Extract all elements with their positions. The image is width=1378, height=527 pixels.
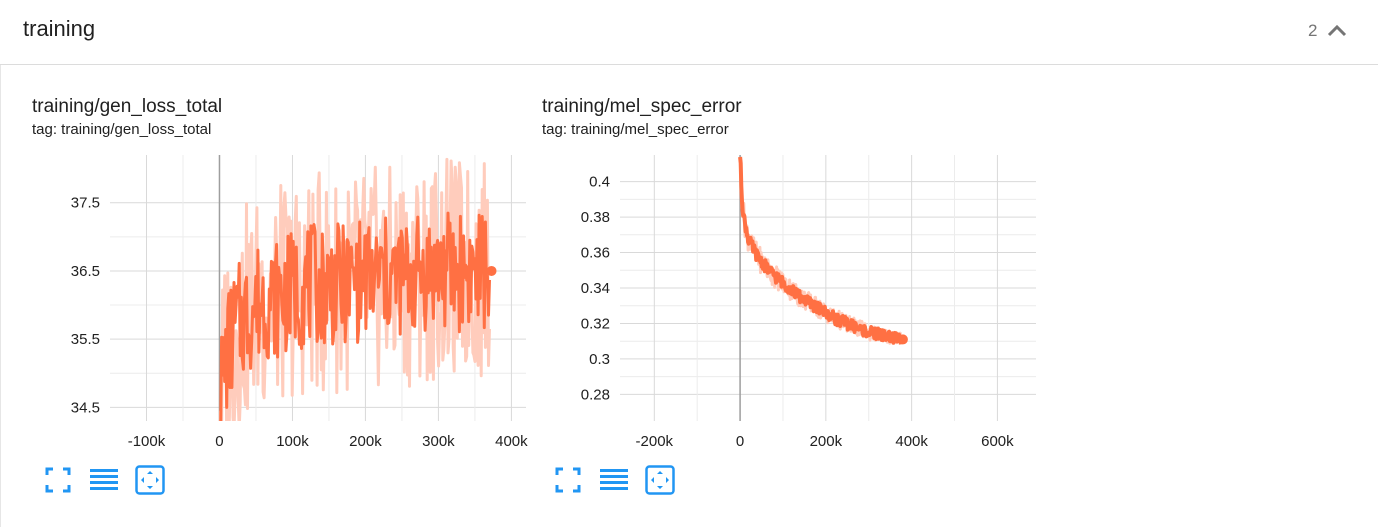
- x-tick-label: 0: [736, 433, 744, 450]
- x-tick-label: 200k: [810, 433, 843, 450]
- series-line: [738, 156, 903, 345]
- log-scale-button[interactable]: [598, 464, 630, 496]
- x-tick-label: 600k: [981, 433, 1014, 450]
- chart-tag: tag: training/mel_spec_error: [542, 121, 729, 138]
- y-tick-label: 34.5: [71, 399, 100, 416]
- chart-card-gen-loss-total: training/gen_loss_total tag: training/ge…: [32, 65, 532, 527]
- section-title: training: [23, 16, 96, 41]
- plot-area: [738, 156, 903, 345]
- fullscreen-icon: [45, 467, 71, 493]
- y-tick-label: 0.4: [589, 174, 610, 191]
- fullscreen-icon: [555, 467, 581, 493]
- series-endpoint: [897, 334, 908, 345]
- series-line: [219, 211, 491, 421]
- run-count: 2: [1308, 21, 1318, 40]
- y-tick-label: 36.5: [71, 263, 100, 280]
- chart-title: training/gen_loss_total: [32, 96, 223, 117]
- log-scale-button[interactable]: [88, 464, 120, 496]
- line-chart[interactable]: -200k 0 200k 400k 600k 0.28 0.3 0.32 0.34 0.36 0.3…: [542, 65, 1042, 465]
- chart-tag: tag: training/gen_loss_total: [32, 121, 212, 138]
- y-tick-label: 37.5: [71, 195, 100, 212]
- log-scale-icon: [600, 469, 628, 490]
- chart-title: training/mel_spec_error: [542, 96, 742, 117]
- fit-domain-button[interactable]: [134, 464, 166, 496]
- x-tick-label: -100k: [128, 433, 166, 450]
- y-tick-label: 0.3: [589, 351, 610, 368]
- fit-domain-icon: [135, 465, 165, 495]
- y-tick-label: 0.38: [581, 209, 610, 226]
- section-body: training/gen_loss_total tag: training/ge…: [0, 65, 1378, 527]
- section-header[interactable]: training 2: [0, 0, 1378, 65]
- y-tick-label: 0.34: [581, 280, 610, 297]
- y-tick-label: 35.5: [71, 331, 100, 348]
- series-raw-line: [218, 157, 491, 421]
- y-tick-label: 0.32: [581, 315, 610, 332]
- x-tick-label: 100k: [276, 433, 309, 450]
- x-tick-label: 200k: [349, 433, 382, 450]
- fullscreen-button[interactable]: [42, 464, 74, 496]
- x-tick-label: 0: [215, 433, 223, 450]
- x-tick-label: 400k: [495, 433, 528, 450]
- x-tick-label: 300k: [422, 433, 455, 450]
- y-tick-label: 0.36: [581, 245, 610, 262]
- y-tick-label: 0.28: [581, 386, 610, 403]
- plot-area: [218, 157, 491, 421]
- fullscreen-button[interactable]: [552, 464, 584, 496]
- chevron-up-icon[interactable]: [1326, 21, 1348, 41]
- chart-card-mel-spec-error: training/mel_spec_error tag: training/me…: [542, 65, 1042, 527]
- fit-domain-icon: [645, 465, 675, 495]
- log-scale-icon: [90, 469, 118, 490]
- line-chart[interactable]: -100k 0 100k 200k 300k 400k 34.5 35.5 36.5 37.5: [32, 65, 532, 465]
- x-tick-label: 400k: [895, 433, 928, 450]
- fit-domain-button[interactable]: [644, 464, 676, 496]
- series-endpoint: [486, 265, 497, 276]
- x-tick-label: -200k: [636, 433, 674, 450]
